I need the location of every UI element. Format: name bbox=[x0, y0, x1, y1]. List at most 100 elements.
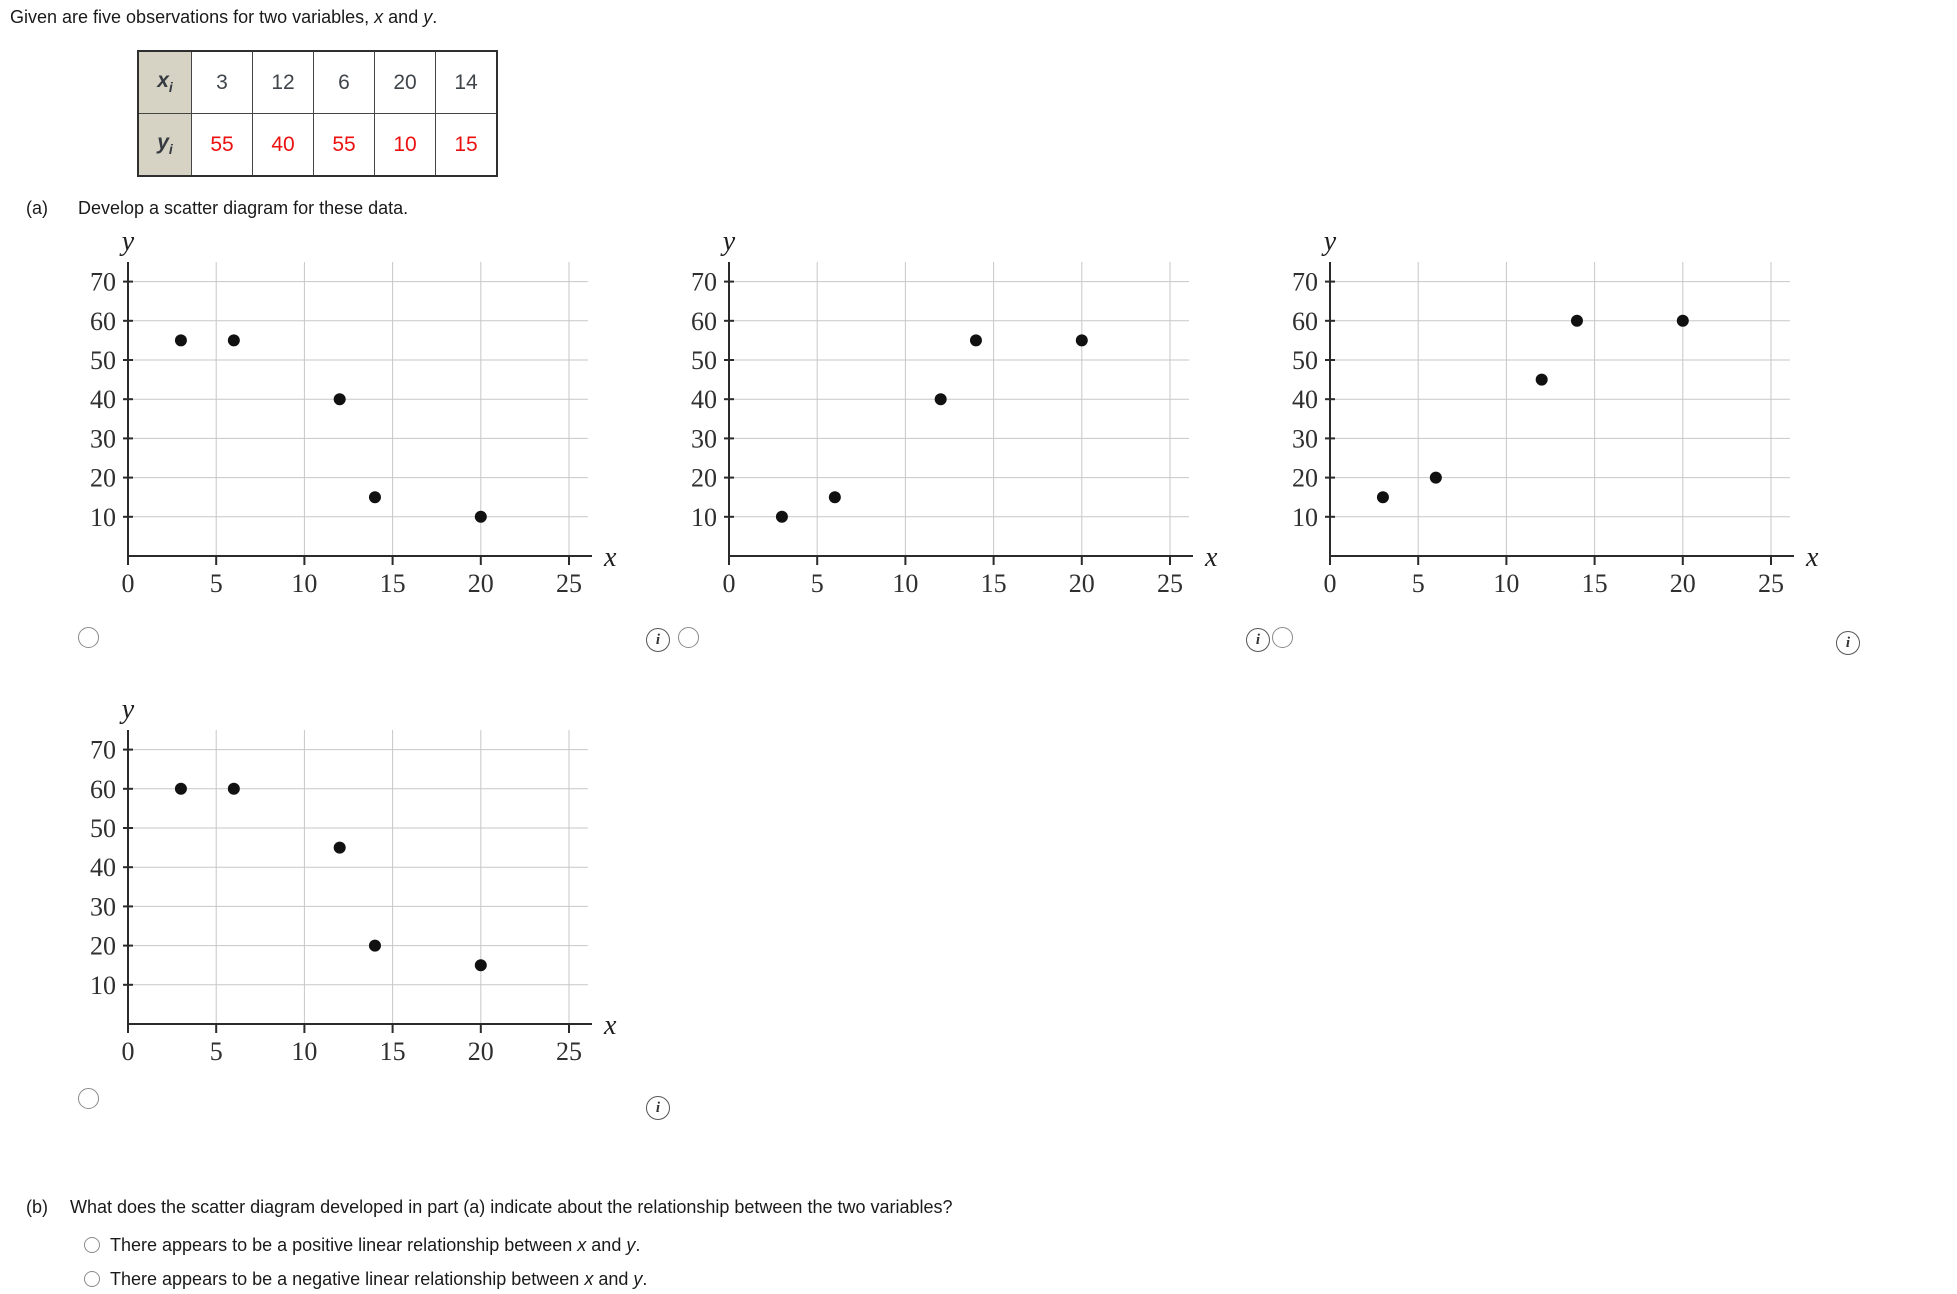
table-cell: 14 bbox=[435, 50, 498, 114]
x-tick-label: 25 bbox=[556, 1037, 582, 1066]
part-b-option-negative-radio[interactable] bbox=[84, 1271, 100, 1287]
y-tick-label: 20 bbox=[90, 932, 116, 961]
problem-statement: Given are five observations for two vari… bbox=[10, 7, 438, 27]
table-cell: 55 bbox=[313, 113, 375, 177]
y-tick-label: 50 bbox=[1292, 346, 1318, 375]
data-point bbox=[333, 841, 346, 854]
chart-option-2-info-icon[interactable]: i bbox=[1246, 628, 1270, 652]
x-tick-label: 5 bbox=[210, 1037, 223, 1066]
data-point bbox=[368, 491, 381, 504]
x-tick-label: 10 bbox=[892, 569, 918, 598]
y-tick-label: 20 bbox=[90, 464, 116, 493]
data-point bbox=[227, 782, 240, 795]
data-point bbox=[1429, 471, 1442, 484]
part-b-question: What does the scatter diagram developed … bbox=[70, 1197, 953, 1217]
table-cell: 55 bbox=[191, 113, 253, 177]
data-point bbox=[828, 491, 841, 504]
x-tick-label: 0 bbox=[122, 569, 135, 598]
part-b-label: (b) bbox=[26, 1197, 48, 1217]
chart-option-2-radio[interactable] bbox=[678, 627, 699, 648]
observations-table: xi 3 12 6 20 14 yi 55 40 55 10 15 bbox=[137, 50, 498, 177]
y-tick-label: 70 bbox=[90, 268, 116, 297]
chart-option-4-info-icon[interactable]: i bbox=[646, 1096, 670, 1120]
y-tick-label: 20 bbox=[691, 464, 717, 493]
x-axis-title: x bbox=[603, 542, 617, 573]
x-tick-label: 15 bbox=[1582, 569, 1608, 598]
x-axis-title: x bbox=[1204, 542, 1218, 573]
part-b-option-negative-label: There appears to be a negative linear re… bbox=[110, 1269, 648, 1289]
x-tick-label: 25 bbox=[1758, 569, 1784, 598]
y-axis-title: y bbox=[720, 226, 736, 257]
table-row: xi 3 12 6 20 14 bbox=[137, 50, 498, 114]
scatter-plot-option-1: 0 5 10 15 20 25 10 20 30 40 50 60 70y x bbox=[90, 226, 617, 598]
y-tick-label: 60 bbox=[691, 307, 717, 336]
data-point bbox=[333, 393, 346, 406]
table-cell: 3 bbox=[191, 50, 253, 114]
scatter-plot-option-4: 0 5 10 15 20 25 10 20 30 40 50 60 70y x bbox=[90, 694, 617, 1066]
data-point bbox=[775, 510, 788, 523]
x-tick-label: 10 bbox=[291, 569, 317, 598]
part-b-option-positive: There appears to be a positive linear re… bbox=[84, 1234, 640, 1256]
part-b-option-positive-radio[interactable] bbox=[84, 1237, 100, 1253]
part-a-label: (a) bbox=[26, 198, 48, 218]
x-tick-label: 20 bbox=[1670, 569, 1696, 598]
y-tick-label: 40 bbox=[90, 853, 116, 882]
observations-table-body: xi 3 12 6 20 14 yi 55 40 55 10 15 bbox=[137, 50, 498, 177]
chart-option-3-info-icon[interactable]: i bbox=[1836, 631, 1860, 655]
table-row: yi 55 40 55 10 15 bbox=[137, 113, 498, 177]
y-tick-label: 70 bbox=[691, 268, 717, 297]
y-tick-label: 50 bbox=[691, 346, 717, 375]
y-tick-label: 70 bbox=[1292, 268, 1318, 297]
table-cell: 20 bbox=[374, 50, 436, 114]
x-tick-label: 10 bbox=[291, 1037, 317, 1066]
part-b-option-negative: There appears to be a negative linear re… bbox=[84, 1268, 647, 1290]
table-cell: 10 bbox=[374, 113, 436, 177]
y-tick-label: 40 bbox=[90, 385, 116, 414]
y-tick-label: 50 bbox=[90, 814, 116, 843]
y-tick-label: 70 bbox=[90, 736, 116, 765]
chart-option-1-radio[interactable] bbox=[78, 627, 99, 648]
x-tick-label: 0 bbox=[122, 1037, 135, 1066]
chart-option-3-radio[interactable] bbox=[1272, 627, 1293, 648]
y-tick-label: 10 bbox=[1292, 503, 1318, 532]
y-tick-label: 20 bbox=[1292, 464, 1318, 493]
y-tick-label: 30 bbox=[1292, 424, 1318, 453]
data-point bbox=[1570, 314, 1583, 327]
table-cell: 12 bbox=[252, 50, 314, 114]
x-tick-label: 15 bbox=[380, 569, 406, 598]
chart-option-1-info-icon[interactable]: i bbox=[646, 628, 670, 652]
y-tick-label: 30 bbox=[90, 892, 116, 921]
x-tick-label: 0 bbox=[1324, 569, 1337, 598]
data-point bbox=[368, 939, 381, 952]
data-point bbox=[969, 334, 982, 347]
x-tick-label: 25 bbox=[1157, 569, 1183, 598]
scatter-plot-option-2: 0 5 10 15 20 25 10 20 30 40 50 60 70y x bbox=[691, 226, 1218, 598]
y-axis-title: y bbox=[119, 694, 135, 725]
chart-option-4-radio[interactable] bbox=[78, 1088, 99, 1109]
data-point bbox=[1075, 334, 1088, 347]
data-point bbox=[474, 510, 487, 523]
data-point bbox=[474, 959, 487, 972]
part-a-text: Develop a scatter diagram for these data… bbox=[78, 198, 409, 218]
table-header-cell: xi bbox=[137, 50, 192, 114]
table-cell: 15 bbox=[435, 113, 498, 177]
part-b-option-positive-label: There appears to be a positive linear re… bbox=[110, 1235, 641, 1255]
x-tick-label: 25 bbox=[556, 569, 582, 598]
y-tick-label: 30 bbox=[90, 424, 116, 453]
x-tick-label: 15 bbox=[380, 1037, 406, 1066]
x-tick-label: 20 bbox=[468, 1037, 494, 1066]
data-point bbox=[934, 393, 947, 406]
x-axis-title: x bbox=[1805, 542, 1819, 573]
y-tick-label: 10 bbox=[90, 971, 116, 1000]
data-point bbox=[227, 334, 240, 347]
y-tick-label: 10 bbox=[90, 503, 116, 532]
y-axis-title: y bbox=[1321, 226, 1337, 257]
y-axis-title: y bbox=[119, 226, 135, 257]
y-tick-label: 60 bbox=[90, 307, 116, 336]
x-tick-label: 0 bbox=[723, 569, 736, 598]
x-tick-label: 5 bbox=[210, 569, 223, 598]
data-point bbox=[1376, 491, 1389, 504]
x-tick-label: 5 bbox=[1412, 569, 1425, 598]
y-tick-label: 30 bbox=[691, 424, 717, 453]
